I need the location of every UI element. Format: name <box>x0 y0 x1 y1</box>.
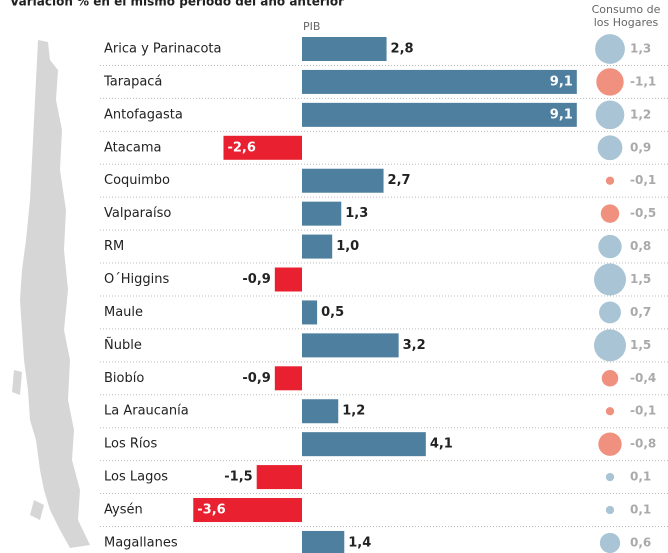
value-label: 2,7 <box>388 173 411 188</box>
category-label: Arica y Parinacota <box>104 42 221 57</box>
category-label: Antofagasta <box>104 107 183 122</box>
value-label: -0,9 <box>242 371 270 386</box>
bar <box>223 135 302 160</box>
value-label: 4,1 <box>430 437 453 452</box>
bubble <box>595 100 625 130</box>
value-label: 1,0 <box>336 239 359 254</box>
category-label: Biobío <box>104 371 144 386</box>
value-label: 9,1 <box>550 107 573 122</box>
category-label: Coquimbo <box>104 173 170 188</box>
category-label: Ñuble <box>104 337 142 353</box>
bar <box>302 300 318 325</box>
value-label: 1,2 <box>342 404 365 419</box>
bubble <box>598 234 622 259</box>
value-label: -0,9 <box>242 272 270 287</box>
consumo-label: 1,3 <box>630 42 651 56</box>
category-label: O´Higgins <box>104 272 169 287</box>
category-label: Maule <box>104 305 143 320</box>
consumo-label: 0,1 <box>630 503 651 517</box>
bar <box>302 69 577 94</box>
bubble <box>599 532 621 553</box>
bar <box>302 530 345 553</box>
consumo-label: -0,1 <box>630 404 656 418</box>
bar <box>302 234 333 259</box>
value-label: 2,8 <box>391 42 414 57</box>
consumo-label: 0,9 <box>630 140 651 154</box>
bubble <box>600 204 620 223</box>
consumo-header: los Hogares <box>594 16 659 29</box>
map <box>12 40 90 548</box>
bubble <box>605 176 615 185</box>
bar <box>302 102 577 127</box>
subtitle: Variación % en el mismo período del año … <box>10 0 344 9</box>
bubble <box>599 301 621 324</box>
consumo-label: 0,1 <box>630 470 651 484</box>
bubble <box>596 68 624 96</box>
category-label: Los Ríos <box>104 437 157 452</box>
bar <box>274 366 302 391</box>
bubble <box>605 407 615 416</box>
bubble <box>597 135 623 161</box>
category-label: Los Lagos <box>104 470 168 485</box>
bar <box>302 201 342 226</box>
value-label: -3,6 <box>197 503 225 518</box>
consumo-label: -0,1 <box>630 173 656 187</box>
consumo-label: -0,4 <box>630 371 656 385</box>
consumo-header: Consumo de <box>592 3 661 16</box>
bar <box>302 333 399 358</box>
consumo-label: -0,8 <box>630 437 656 451</box>
value-label: 3,2 <box>403 338 426 353</box>
bar <box>274 267 302 292</box>
bar <box>302 168 384 193</box>
consumo-label: 1,2 <box>630 107 651 121</box>
bubble <box>601 370 619 387</box>
bubble <box>605 505 615 515</box>
category-label: RM <box>104 239 124 254</box>
bar <box>193 498 302 523</box>
category-label: Tarapacá <box>103 74 162 89</box>
consumo-label: 0,6 <box>630 535 651 549</box>
bubble <box>595 34 625 64</box>
bar <box>302 399 339 424</box>
bubble <box>594 263 626 296</box>
category-label: La Araucanía <box>104 404 189 419</box>
category-label: Aysén <box>104 503 143 518</box>
pib-header: PIB <box>303 20 320 33</box>
value-label: 1,4 <box>348 535 371 550</box>
category-label: Atacama <box>104 140 161 155</box>
category-label: Magallanes <box>104 535 178 550</box>
value-label: -2,6 <box>227 140 255 155</box>
bubble <box>605 472 615 482</box>
value-label: 9,1 <box>550 74 573 89</box>
bar <box>256 465 302 490</box>
category-label: Valparaíso <box>104 206 171 221</box>
value-label: 1,3 <box>345 206 368 221</box>
bar <box>302 37 387 61</box>
value-label: 0,5 <box>321 305 344 320</box>
bar <box>302 432 426 457</box>
consumo-label: 1,5 <box>630 338 651 352</box>
consumo-label: 0,8 <box>630 239 651 253</box>
bubble <box>594 329 626 362</box>
value-label: -1,5 <box>224 470 252 485</box>
bubble <box>598 432 622 456</box>
consumo-label: -0,5 <box>630 206 656 220</box>
consumo-label: 0,7 <box>630 305 651 319</box>
consumo-label: -1,1 <box>630 74 656 88</box>
consumo-label: 1,5 <box>630 272 651 286</box>
